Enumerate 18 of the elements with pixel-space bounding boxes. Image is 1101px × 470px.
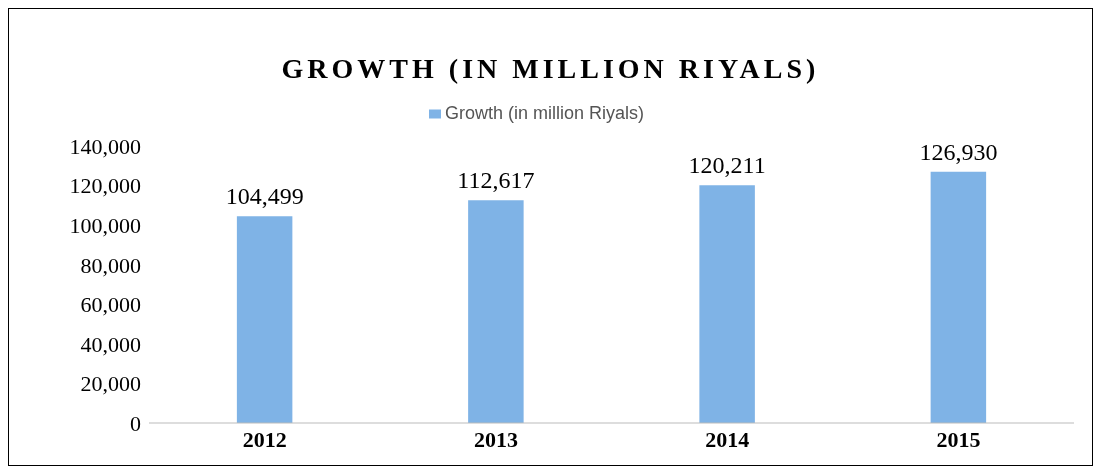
text: 126,930 (919, 138, 998, 165)
y-tick-label: 80,000 (80, 252, 141, 278)
text: 120,211 (688, 152, 766, 179)
chart-title: GROWTH (IN MILLION RIYALS) (280, 52, 821, 86)
x-tick-label: 2012 (242, 426, 287, 452)
text: 112,617 (457, 167, 535, 194)
legend-label: Growth (in million Riyals) (444, 103, 645, 123)
y-tick-label: 140,000 (69, 133, 141, 159)
y-tick-label: 0 (130, 410, 141, 436)
y-tick-label: 20,000 (80, 371, 141, 397)
x-tick-label: 2015 (936, 426, 981, 452)
y-tick-label: 120,000 (69, 173, 141, 199)
x-tick-label: 2014 (705, 426, 750, 452)
y-tick-label: 100,000 (69, 212, 141, 238)
y-tick-label: 40,000 (80, 331, 141, 357)
y-tick-label: 60,000 (80, 292, 141, 318)
text: 104,499 (225, 183, 304, 210)
x-tick-label: 2013 (473, 426, 518, 452)
